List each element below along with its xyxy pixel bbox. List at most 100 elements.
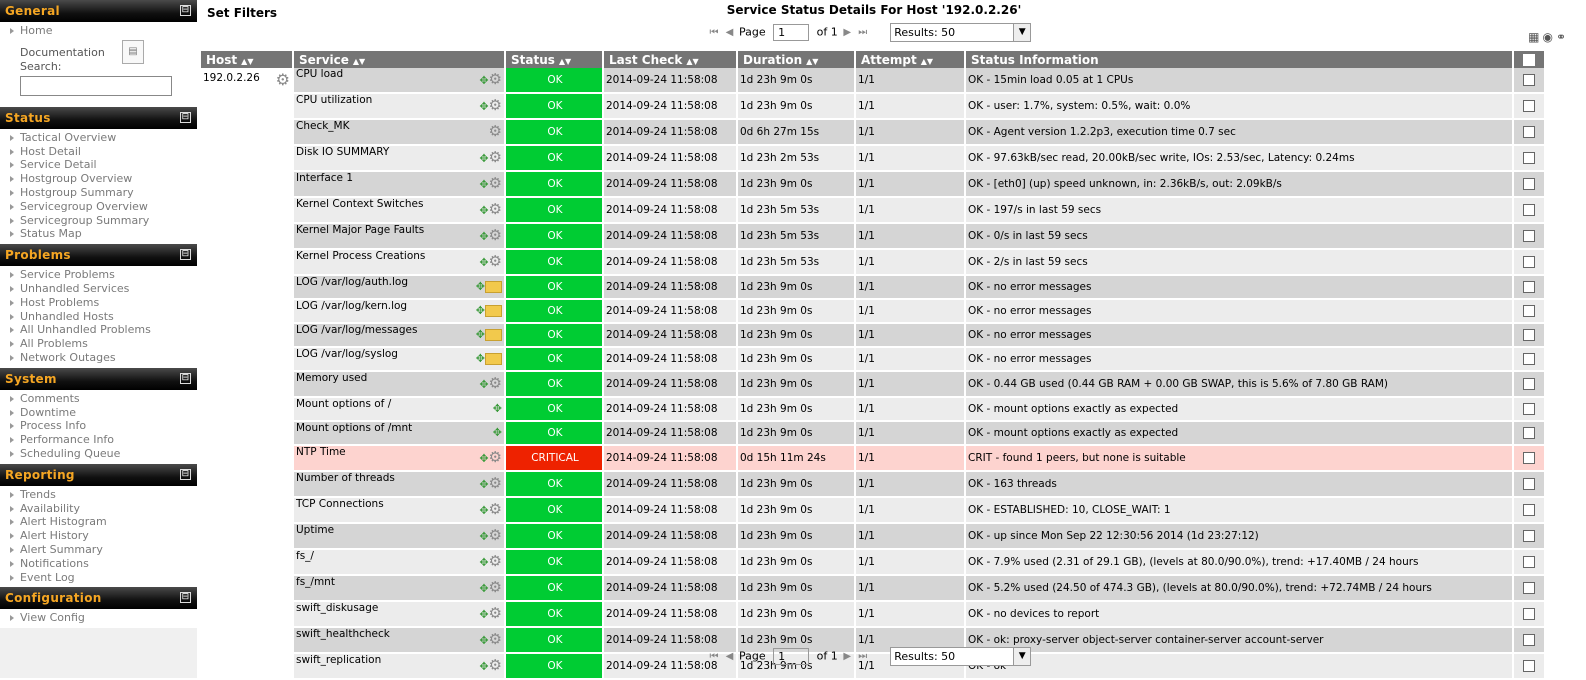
gear-icon[interactable]: ⚙ [488,200,502,218]
collapse-icon[interactable]: ⊟ [180,468,191,480]
row-checkbox[interactable] [1523,256,1535,268]
row-checkbox[interactable] [1523,556,1535,568]
nav-item-downtime[interactable]: Downtime [0,406,197,420]
nav-item-process-info[interactable]: Process Info [0,419,197,433]
gear-icon[interactable]: ⚙ [488,96,502,114]
service-name-link[interactable]: NTP Time [296,446,346,458]
row-checkbox[interactable] [1523,403,1535,415]
column-header-attempt[interactable]: Attempt ▲▼ [856,51,966,68]
collapse-icon[interactable]: ⊟ [180,249,191,261]
nav-item-view-config[interactable]: View Config [0,611,197,625]
row-checkbox[interactable] [1523,378,1535,390]
service-name-link[interactable]: Interface 1 [296,172,354,184]
graph-icon[interactable]: ✥ [479,74,489,87]
nav-item-alert-history[interactable]: Alert History [0,529,197,543]
row-checkbox[interactable] [1523,281,1535,293]
row-checkbox[interactable] [1523,530,1535,542]
service-name-link[interactable]: fs_/mnt [296,576,335,588]
sort-arrows-icon[interactable]: ▲▼ [806,56,819,66]
nav-item-servicegroup-summary[interactable]: Servicegroup Summary [0,214,197,228]
column-header-last-check[interactable]: Last Check ▲▼ [604,51,738,68]
gear-icon[interactable]: ⚙ [488,148,502,166]
nav-item-network-outages[interactable]: Network Outages [0,351,197,365]
section-header-system[interactable]: System ⊟ [0,367,197,390]
nav-item-tactical-overview[interactable]: Tactical Overview [0,131,197,145]
next-page-icon[interactable]: ▶ [843,26,852,38]
row-checkbox[interactable] [1523,305,1535,317]
graph-icon[interactable]: ✥ [479,608,489,621]
last-page-icon[interactable]: ⏭ [858,26,868,38]
collapse-icon[interactable]: ⊟ [180,592,191,604]
service-name-link[interactable]: CPU load [296,68,344,80]
service-name-link[interactable]: Mount options of /mnt [296,422,413,434]
nav-item-availability[interactable]: Availability [0,502,197,516]
service-name-link[interactable]: LOG /var/log/kern.log [296,300,408,312]
graph-icon[interactable]: ✥ [475,280,485,293]
folder-icon[interactable] [485,304,502,317]
gear-icon[interactable]: ⚙ [488,552,502,570]
graph-icon[interactable]: ✥ [479,378,489,391]
graph-icon[interactable]: ✥ [479,100,489,113]
nav-item-servicegroup-overview[interactable]: Servicegroup Overview [0,200,197,214]
section-header-configuration[interactable]: Configuration ⊟ [0,587,197,610]
gear-icon[interactable]: ⚙ [488,604,502,622]
gear-icon[interactable]: ⚙ [488,578,502,596]
graph-icon[interactable]: ✥ [479,660,489,673]
gear-icon[interactable]: ⚙ [488,656,502,674]
graph-icon[interactable]: ✥ [479,556,489,569]
graph-icon[interactable]: ✥ [492,402,502,415]
circle-icon[interactable]: ◉ [1542,30,1553,44]
sort-arrows-icon[interactable]: ▲▼ [241,56,254,66]
search-input[interactable] [20,75,172,96]
row-checkbox[interactable] [1523,478,1535,490]
first-page-icon[interactable]: ⏮ [709,26,719,38]
nav-item-service-problems[interactable]: Service Problems [0,268,197,282]
row-checkbox[interactable] [1523,152,1535,164]
first-page-icon[interactable]: ⏮ [709,650,719,662]
prev-page-icon[interactable]: ◀ [725,26,734,38]
service-name-link[interactable]: Kernel Context Switches [296,198,424,210]
nav-item-alert-summary[interactable]: Alert Summary [0,543,197,557]
graph-icon[interactable]: ✥ [492,426,502,439]
row-checkbox[interactable] [1523,230,1535,242]
graph-icon[interactable]: ✥ [479,204,489,217]
section-header-problems[interactable]: Problems ⊟ [0,244,197,267]
service-name-link[interactable]: Mount options of / [296,398,392,410]
column-header-service[interactable]: Service ▲▼ [294,51,506,68]
graph-icon[interactable]: ✥ [475,328,485,341]
page-input[interactable]: 1 [773,24,810,41]
collapse-icon[interactable]: ⊟ [180,111,191,123]
graph-icon[interactable]: ✥ [479,504,489,517]
gear-icon[interactable]: ⚙ [488,174,502,192]
link-icon[interactable]: ⚭ [1555,30,1566,44]
row-checkbox[interactable] [1523,582,1535,594]
service-name-link[interactable]: Disk IO SUMMARY [296,146,390,158]
gear-icon[interactable]: ⚙ [488,474,502,492]
nav-item-host-detail[interactable]: Host Detail [0,145,197,159]
nav-item-hostgroup-overview[interactable]: Hostgroup Overview [0,172,197,186]
service-name-link[interactable]: TCP Connections [296,498,384,510]
graph-icon[interactable]: ✥ [475,352,485,365]
set-filters-link[interactable]: Set Filters [207,6,278,20]
service-name-link[interactable]: LOG /var/log/messages [296,324,418,336]
nav-item-notifications[interactable]: Notifications [0,557,197,571]
document-icon[interactable]: ▤ [122,39,144,64]
nav-item-unhandled-services[interactable]: Unhandled Services [0,282,197,296]
column-header-host[interactable]: Host ▲▼ [201,51,294,68]
gear-icon[interactable]: ⚙ [488,374,502,392]
gear-icon[interactable]: ⚙ [488,526,502,544]
nav-item-event-log[interactable]: Event Log [0,571,197,585]
folder-icon[interactable] [485,352,502,365]
section-header-reporting[interactable]: Reporting ⊟ [0,463,197,486]
nav-item-status-map[interactable]: Status Map [0,227,197,241]
service-name-link[interactable]: Number of threads [296,472,395,484]
page-input[interactable]: 1 [773,648,810,665]
graph-icon[interactable]: ✥ [479,582,489,595]
sort-arrows-icon[interactable]: ▲▼ [686,56,699,66]
row-checkbox[interactable] [1523,204,1535,216]
graph-icon[interactable]: ✥ [479,530,489,543]
graph-icon[interactable]: ✥ [479,230,489,243]
sort-arrows-icon[interactable]: ▲▼ [352,56,366,66]
graph-icon[interactable]: ✥ [479,452,489,465]
nav-item-performance-info[interactable]: Performance Info [0,433,197,447]
